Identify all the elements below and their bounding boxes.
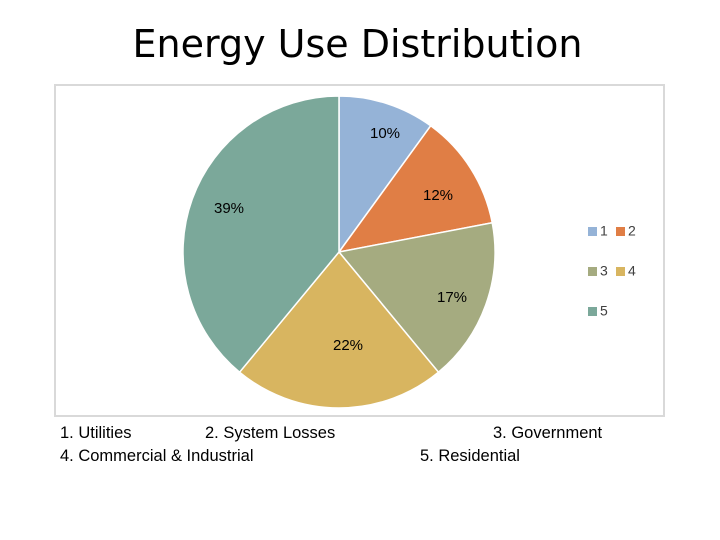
data-label-5: 39%	[214, 200, 244, 217]
caption-commercial-industrial: 4. Commercial & Industrial	[60, 447, 254, 465]
caption-government: 3. Government	[493, 424, 603, 442]
data-label-3: 17%	[437, 289, 467, 306]
pie-slice-1	[338, 95, 432, 255]
legend-label-2: 2	[628, 223, 636, 239]
chart-title: Energy Use Distribution	[132, 22, 583, 66]
legend-swatch-4	[616, 267, 625, 276]
pie-slice-4	[238, 250, 440, 409]
pie-slice-3	[337, 221, 496, 374]
legend-label-3: 3	[600, 263, 608, 279]
legend-entry-1: 1	[588, 223, 608, 239]
caption-residential: 5. Residential	[420, 447, 520, 465]
data-label-4: 22%	[333, 337, 363, 354]
caption-system-losses: 2. System Losses	[205, 424, 336, 442]
data-label-2: 12%	[423, 187, 453, 204]
caption-utilities: 1. Utilities	[60, 424, 132, 442]
legend-entry-3: 3	[588, 263, 608, 279]
legend-swatch-5	[588, 307, 597, 316]
pie-slices	[182, 95, 496, 409]
data-label-1: 10%	[370, 125, 400, 142]
legend-swatch-1	[588, 227, 597, 236]
legend-label-1: 1	[600, 223, 608, 239]
legend-swatch-2	[616, 227, 625, 236]
legend-label-4: 4	[628, 263, 636, 279]
legend-entry-4: 4	[616, 263, 636, 279]
legend-label-5: 5	[600, 303, 608, 319]
legend-entry-2: 2	[616, 223, 636, 239]
pie-slice-2	[337, 124, 494, 254]
pie-slice-5	[182, 95, 340, 374]
data-labels: 10% 12% 17% 22% 39%	[214, 125, 467, 354]
legend-entry-5: 5	[588, 303, 608, 319]
legend-swatch-3	[588, 267, 597, 276]
chart-legend: 1 2 3 4 5	[588, 223, 636, 319]
